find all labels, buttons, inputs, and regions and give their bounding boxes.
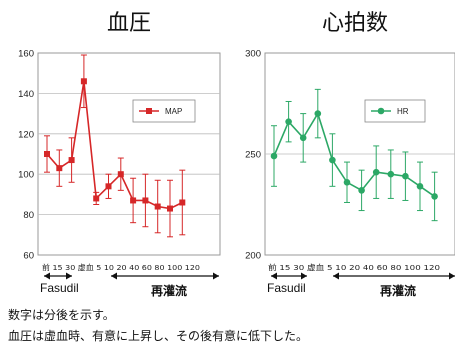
data-point-bp <box>80 78 87 85</box>
x-tick-labels-hr: 前 15 30 虚血 5 10 20 40 60 80 100 120 <box>268 263 441 272</box>
phase-label-fasudil-bp: Fasudil <box>40 281 79 295</box>
data-point-bp <box>179 199 186 206</box>
y-tick-label-bp: 160 <box>18 49 34 60</box>
phase-label-reperfusion-bp: 再灌流 <box>151 283 187 298</box>
data-point-hr <box>372 168 380 176</box>
reperfusion-arrow-hr-head-left <box>333 272 339 280</box>
chart-title-hr: 心拍数 <box>322 11 388 36</box>
y-tick-label-bp: 140 <box>18 89 34 100</box>
data-point-hr <box>270 152 278 160</box>
data-point-bp <box>105 183 112 190</box>
data-point-bp <box>130 197 137 204</box>
note-line-1: 数字は分後を示す。 <box>8 308 115 322</box>
y-tick-label-hr: 200 <box>245 251 261 262</box>
legend-label-bp: MAP <box>165 107 182 116</box>
note-line-2: 血圧は虚血時、有意に上昇し、その後有意に低下した。 <box>8 329 309 343</box>
data-point-hr <box>285 118 292 125</box>
data-point-hr <box>416 183 424 190</box>
data-point-bp <box>93 195 100 202</box>
data-point-hr <box>314 110 322 117</box>
legend-label-hr: HR <box>397 107 409 116</box>
fasudil-arrow-bp <box>44 272 72 280</box>
reperfusion-arrow-hr-head-right <box>449 272 455 280</box>
reperfusion-arrow-hr <box>333 272 455 280</box>
legend-marker <box>377 107 385 115</box>
data-point-hr <box>329 156 336 164</box>
legend-hr: HR <box>364 99 426 123</box>
phase-label-reperfusion-hr: 再灌流 <box>380 283 416 298</box>
data-point-bp <box>56 165 63 172</box>
fasudil-arrow-bp-head-left <box>44 272 50 280</box>
data-point-hr <box>431 193 438 200</box>
data-point-hr <box>343 178 351 186</box>
fasudil-arrow-bp-head-right <box>66 272 72 280</box>
plot-area-bp <box>37 52 221 256</box>
data-point-bp <box>142 197 149 204</box>
x-tick-labels-bp: 前 15 30 虚血 5 10 20 40 60 80 100 120 <box>42 263 200 272</box>
y-tick-label-bp: 120 <box>18 129 34 140</box>
legend-box <box>364 99 426 123</box>
data-point-hr <box>358 187 365 194</box>
data-point-hr <box>299 134 307 142</box>
reperfusion-arrow-bp-head-right <box>213 272 219 280</box>
y-tick-label-bp: 100 <box>18 170 34 181</box>
phase-label-fasudil-hr: Fasudil <box>267 281 306 295</box>
legend-marker <box>146 108 152 114</box>
y-tick-label-hr: 300 <box>245 49 261 60</box>
y-tick-label-bp: 60 <box>23 251 34 262</box>
fasudil-arrow-hr-head-right <box>301 272 307 280</box>
data-point-bp <box>167 205 173 212</box>
data-point-hr <box>387 170 395 178</box>
reperfusion-arrow-bp <box>111 272 219 280</box>
y-tick-label-bp: 80 <box>23 210 34 221</box>
legend-box <box>132 99 196 123</box>
data-point-bp <box>154 203 161 210</box>
fasudil-arrow-hr-head-left <box>271 272 277 280</box>
data-point-bp <box>44 151 50 157</box>
y-tick-label-hr: 250 <box>245 150 261 161</box>
chart-title-bp: 血圧 <box>107 11 151 36</box>
data-point-hr <box>402 172 409 180</box>
legend-bp: MAP <box>132 99 196 123</box>
data-point-bp <box>68 157 75 164</box>
fasudil-arrow-hr <box>271 272 307 280</box>
data-point-bp <box>117 171 124 178</box>
reperfusion-arrow-bp-head-left <box>111 272 117 280</box>
